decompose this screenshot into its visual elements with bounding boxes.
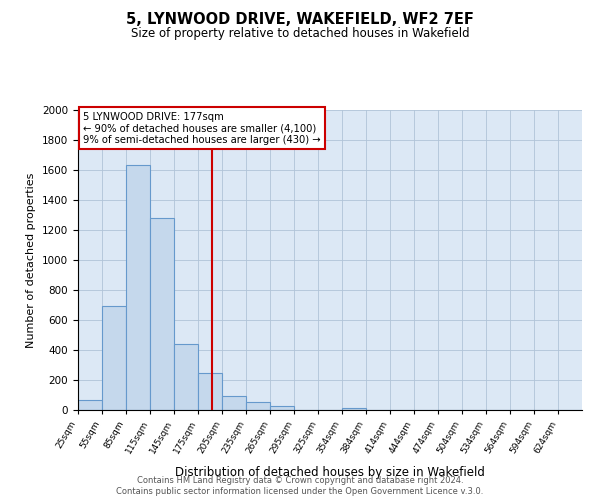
Bar	[78, 400, 102, 410]
Bar	[222, 396, 246, 410]
Text: Size of property relative to detached houses in Wakefield: Size of property relative to detached ho…	[131, 28, 469, 40]
Bar	[271, 406, 295, 410]
Bar	[198, 372, 222, 410]
Bar	[150, 218, 174, 410]
Bar	[126, 165, 150, 410]
Bar	[102, 306, 126, 410]
Bar	[341, 408, 365, 410]
Bar	[174, 344, 198, 410]
Y-axis label: Number of detached properties: Number of detached properties	[26, 172, 37, 348]
X-axis label: Distribution of detached houses by size in Wakefield: Distribution of detached houses by size …	[175, 466, 485, 479]
Text: Contains HM Land Registry data © Crown copyright and database right 2024.: Contains HM Land Registry data © Crown c…	[137, 476, 463, 485]
Text: 5, LYNWOOD DRIVE, WAKEFIELD, WF2 7EF: 5, LYNWOOD DRIVE, WAKEFIELD, WF2 7EF	[126, 12, 474, 28]
Text: 5 LYNWOOD DRIVE: 177sqm
← 90% of detached houses are smaller (4,100)
9% of semi-: 5 LYNWOOD DRIVE: 177sqm ← 90% of detache…	[83, 112, 320, 144]
Text: Contains public sector information licensed under the Open Government Licence v.: Contains public sector information licen…	[116, 488, 484, 496]
Bar	[246, 402, 271, 410]
